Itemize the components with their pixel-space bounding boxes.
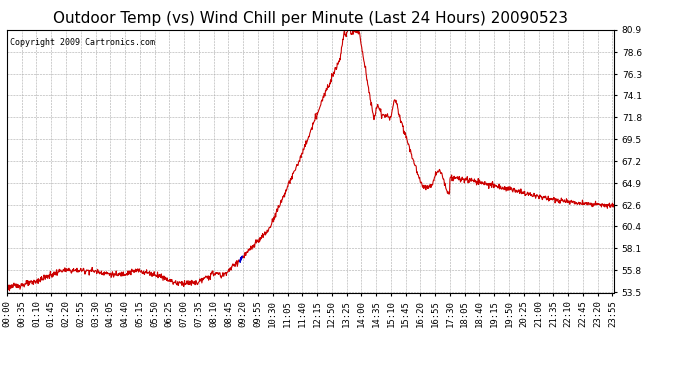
Text: Outdoor Temp (vs) Wind Chill per Minute (Last 24 Hours) 20090523: Outdoor Temp (vs) Wind Chill per Minute … bbox=[53, 11, 568, 26]
Text: Copyright 2009 Cartronics.com: Copyright 2009 Cartronics.com bbox=[10, 38, 155, 47]
